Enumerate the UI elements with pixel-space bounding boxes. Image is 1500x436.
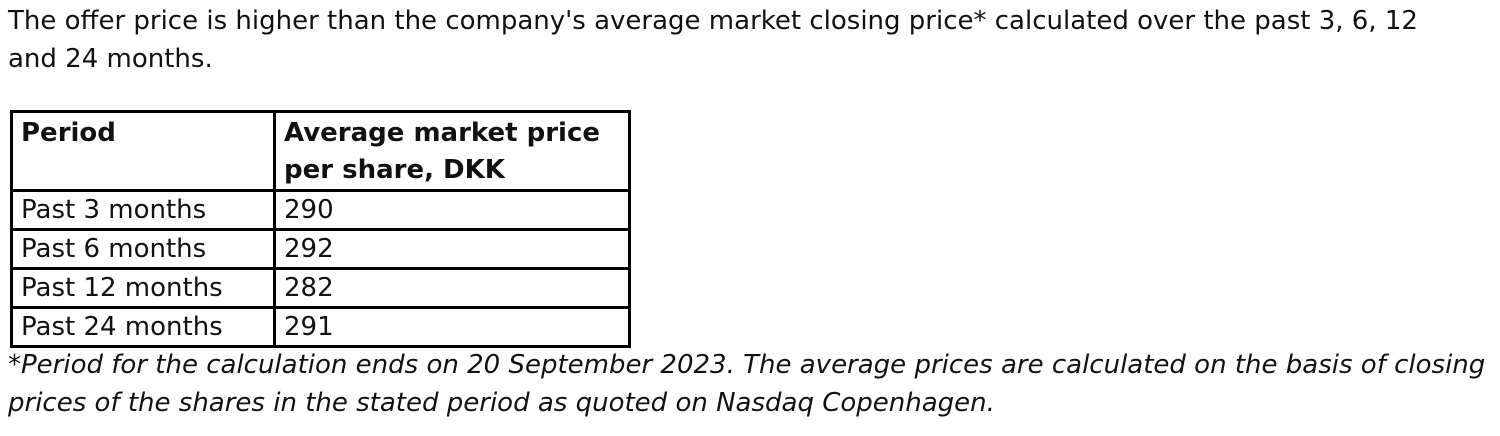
table-row: Past 3 months 290	[10, 189, 631, 231]
cell-price: 292	[273, 228, 631, 270]
cell-period: Past 6 months	[10, 228, 276, 270]
cell-period: Past 12 months	[10, 267, 276, 309]
average-price-table: Period Average market price per share, D…	[10, 110, 631, 348]
cell-price: 290	[273, 189, 631, 231]
table-row: Past 6 months 292	[10, 228, 631, 270]
cell-period: Past 24 months	[10, 306, 276, 348]
header-average-price: Average market price per share, DKK	[273, 110, 631, 192]
table-header-row: Period Average market price per share, D…	[10, 110, 631, 192]
footnote: *Period for the calculation ends on 20 S…	[8, 350, 1486, 418]
table-body: Past 3 months 290 Past 6 months 292 Past…	[10, 189, 631, 348]
table-row: Past 24 months 291	[10, 306, 631, 348]
table-header: Period Average market price per share, D…	[10, 110, 631, 192]
cell-price: 291	[273, 306, 631, 348]
table-row: Past 12 months 282	[10, 267, 631, 309]
intro-paragraph: The offer price is higher than the compa…	[8, 6, 1418, 74]
header-period: Period	[10, 110, 276, 192]
cell-period: Past 3 months	[10, 189, 276, 231]
cell-price: 282	[273, 267, 631, 309]
